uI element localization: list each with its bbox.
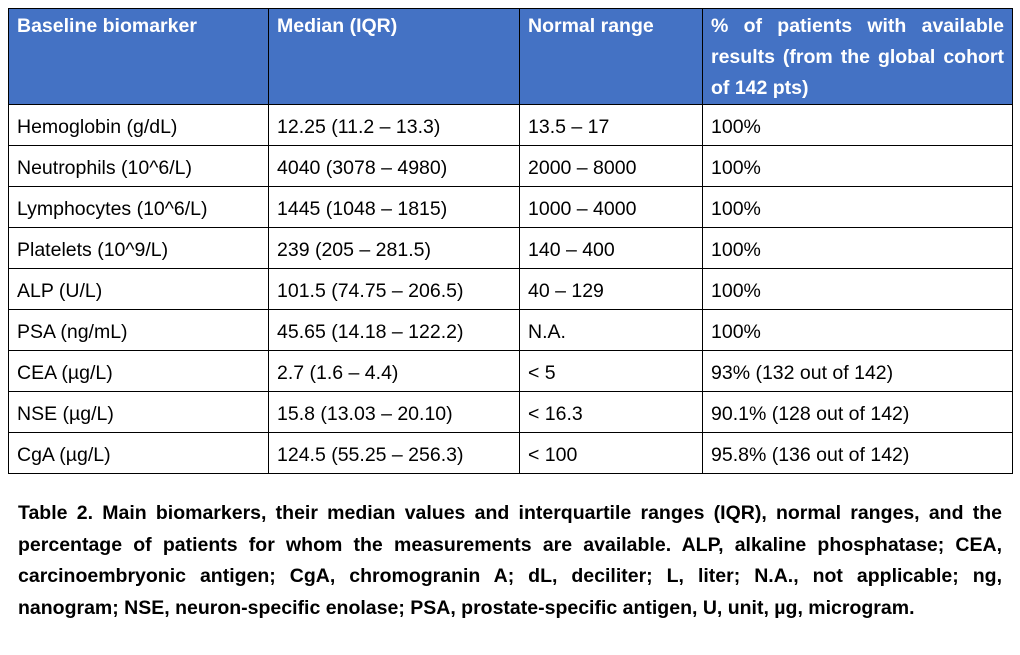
table-row: Neutrophils (10^6/L) 4040 (3078 – 4980) …	[8, 145, 1013, 187]
header-normal-range: Normal range	[519, 8, 703, 105]
cell-percent-available: 100%	[702, 104, 1013, 146]
cell-median-iqr: 12.25 (11.2 – 13.3)	[268, 104, 520, 146]
table-row: CgA (µg/L) 124.5 (55.25 – 256.3) < 100 9…	[8, 432, 1013, 474]
cell-normal-range: 2000 – 8000	[519, 145, 703, 187]
cell-percent-available: 100%	[702, 145, 1013, 187]
table-row: Lymphocytes (10^6/L) 1445 (1048 – 1815) …	[8, 186, 1013, 228]
cell-median-iqr: 45.65 (14.18 – 122.2)	[268, 309, 520, 351]
table-header-row: Baseline biomarker Median (IQR) Normal r…	[8, 8, 1013, 105]
cell-percent-available: 95.8% (136 out of 142)	[702, 432, 1013, 474]
cell-biomarker: Platelets (10^9/L)	[8, 227, 269, 269]
cell-median-iqr: 239 (205 – 281.5)	[268, 227, 520, 269]
cell-median-iqr: 124.5 (55.25 – 256.3)	[268, 432, 520, 474]
cell-percent-available: 100%	[702, 227, 1013, 269]
table-row: NSE (µg/L) 15.8 (13.03 – 20.10) < 16.3 9…	[8, 391, 1013, 433]
biomarker-table: Baseline biomarker Median (IQR) Normal r…	[8, 8, 1013, 474]
cell-median-iqr: 15.8 (13.03 – 20.10)	[268, 391, 520, 433]
table-row: PSA (ng/mL) 45.65 (14.18 – 122.2) N.A. 1…	[8, 309, 1013, 351]
cell-percent-available: 100%	[702, 186, 1013, 228]
cell-normal-range: 1000 – 4000	[519, 186, 703, 228]
cell-percent-available: 90.1% (128 out of 142)	[702, 391, 1013, 433]
cell-percent-available: 100%	[702, 268, 1013, 310]
cell-biomarker: ALP (U/L)	[8, 268, 269, 310]
cell-median-iqr: 4040 (3078 – 4980)	[268, 145, 520, 187]
cell-biomarker: NSE (µg/L)	[8, 391, 269, 433]
header-baseline-biomarker: Baseline biomarker	[8, 8, 269, 105]
cell-biomarker: Hemoglobin (g/dL)	[8, 104, 269, 146]
cell-normal-range: 13.5 – 17	[519, 104, 703, 146]
cell-normal-range: N.A.	[519, 309, 703, 351]
cell-biomarker: Lymphocytes (10^6/L)	[8, 186, 269, 228]
cell-median-iqr: 1445 (1048 – 1815)	[268, 186, 520, 228]
cell-normal-range: < 16.3	[519, 391, 703, 433]
table-row: CEA (µg/L) 2.7 (1.6 – 4.4) < 5 93% (132 …	[8, 350, 1013, 392]
table-row: Hemoglobin (g/dL) 12.25 (11.2 – 13.3) 13…	[8, 104, 1013, 146]
cell-percent-available: 100%	[702, 309, 1013, 351]
header-percent-patients: % of patients with available results (fr…	[702, 8, 1013, 105]
table-row: Platelets (10^9/L) 239 (205 – 281.5) 140…	[8, 227, 1013, 269]
cell-normal-range: < 100	[519, 432, 703, 474]
cell-median-iqr: 2.7 (1.6 – 4.4)	[268, 350, 520, 392]
cell-median-iqr: 101.5 (74.75 – 206.5)	[268, 268, 520, 310]
cell-biomarker: CEA (µg/L)	[8, 350, 269, 392]
table-row: ALP (U/L) 101.5 (74.75 – 206.5) 40 – 129…	[8, 268, 1013, 310]
cell-normal-range: < 5	[519, 350, 703, 392]
cell-normal-range: 40 – 129	[519, 268, 703, 310]
cell-biomarker: Neutrophils (10^6/L)	[8, 145, 269, 187]
cell-percent-available: 93% (132 out of 142)	[702, 350, 1013, 392]
header-median-iqr: Median (IQR)	[268, 8, 520, 105]
cell-biomarker: CgA (µg/L)	[8, 432, 269, 474]
table-caption: Table 2. Main biomarkers, their median v…	[18, 502, 1002, 619]
cell-biomarker: PSA (ng/mL)	[8, 309, 269, 351]
cell-normal-range: 140 – 400	[519, 227, 703, 269]
